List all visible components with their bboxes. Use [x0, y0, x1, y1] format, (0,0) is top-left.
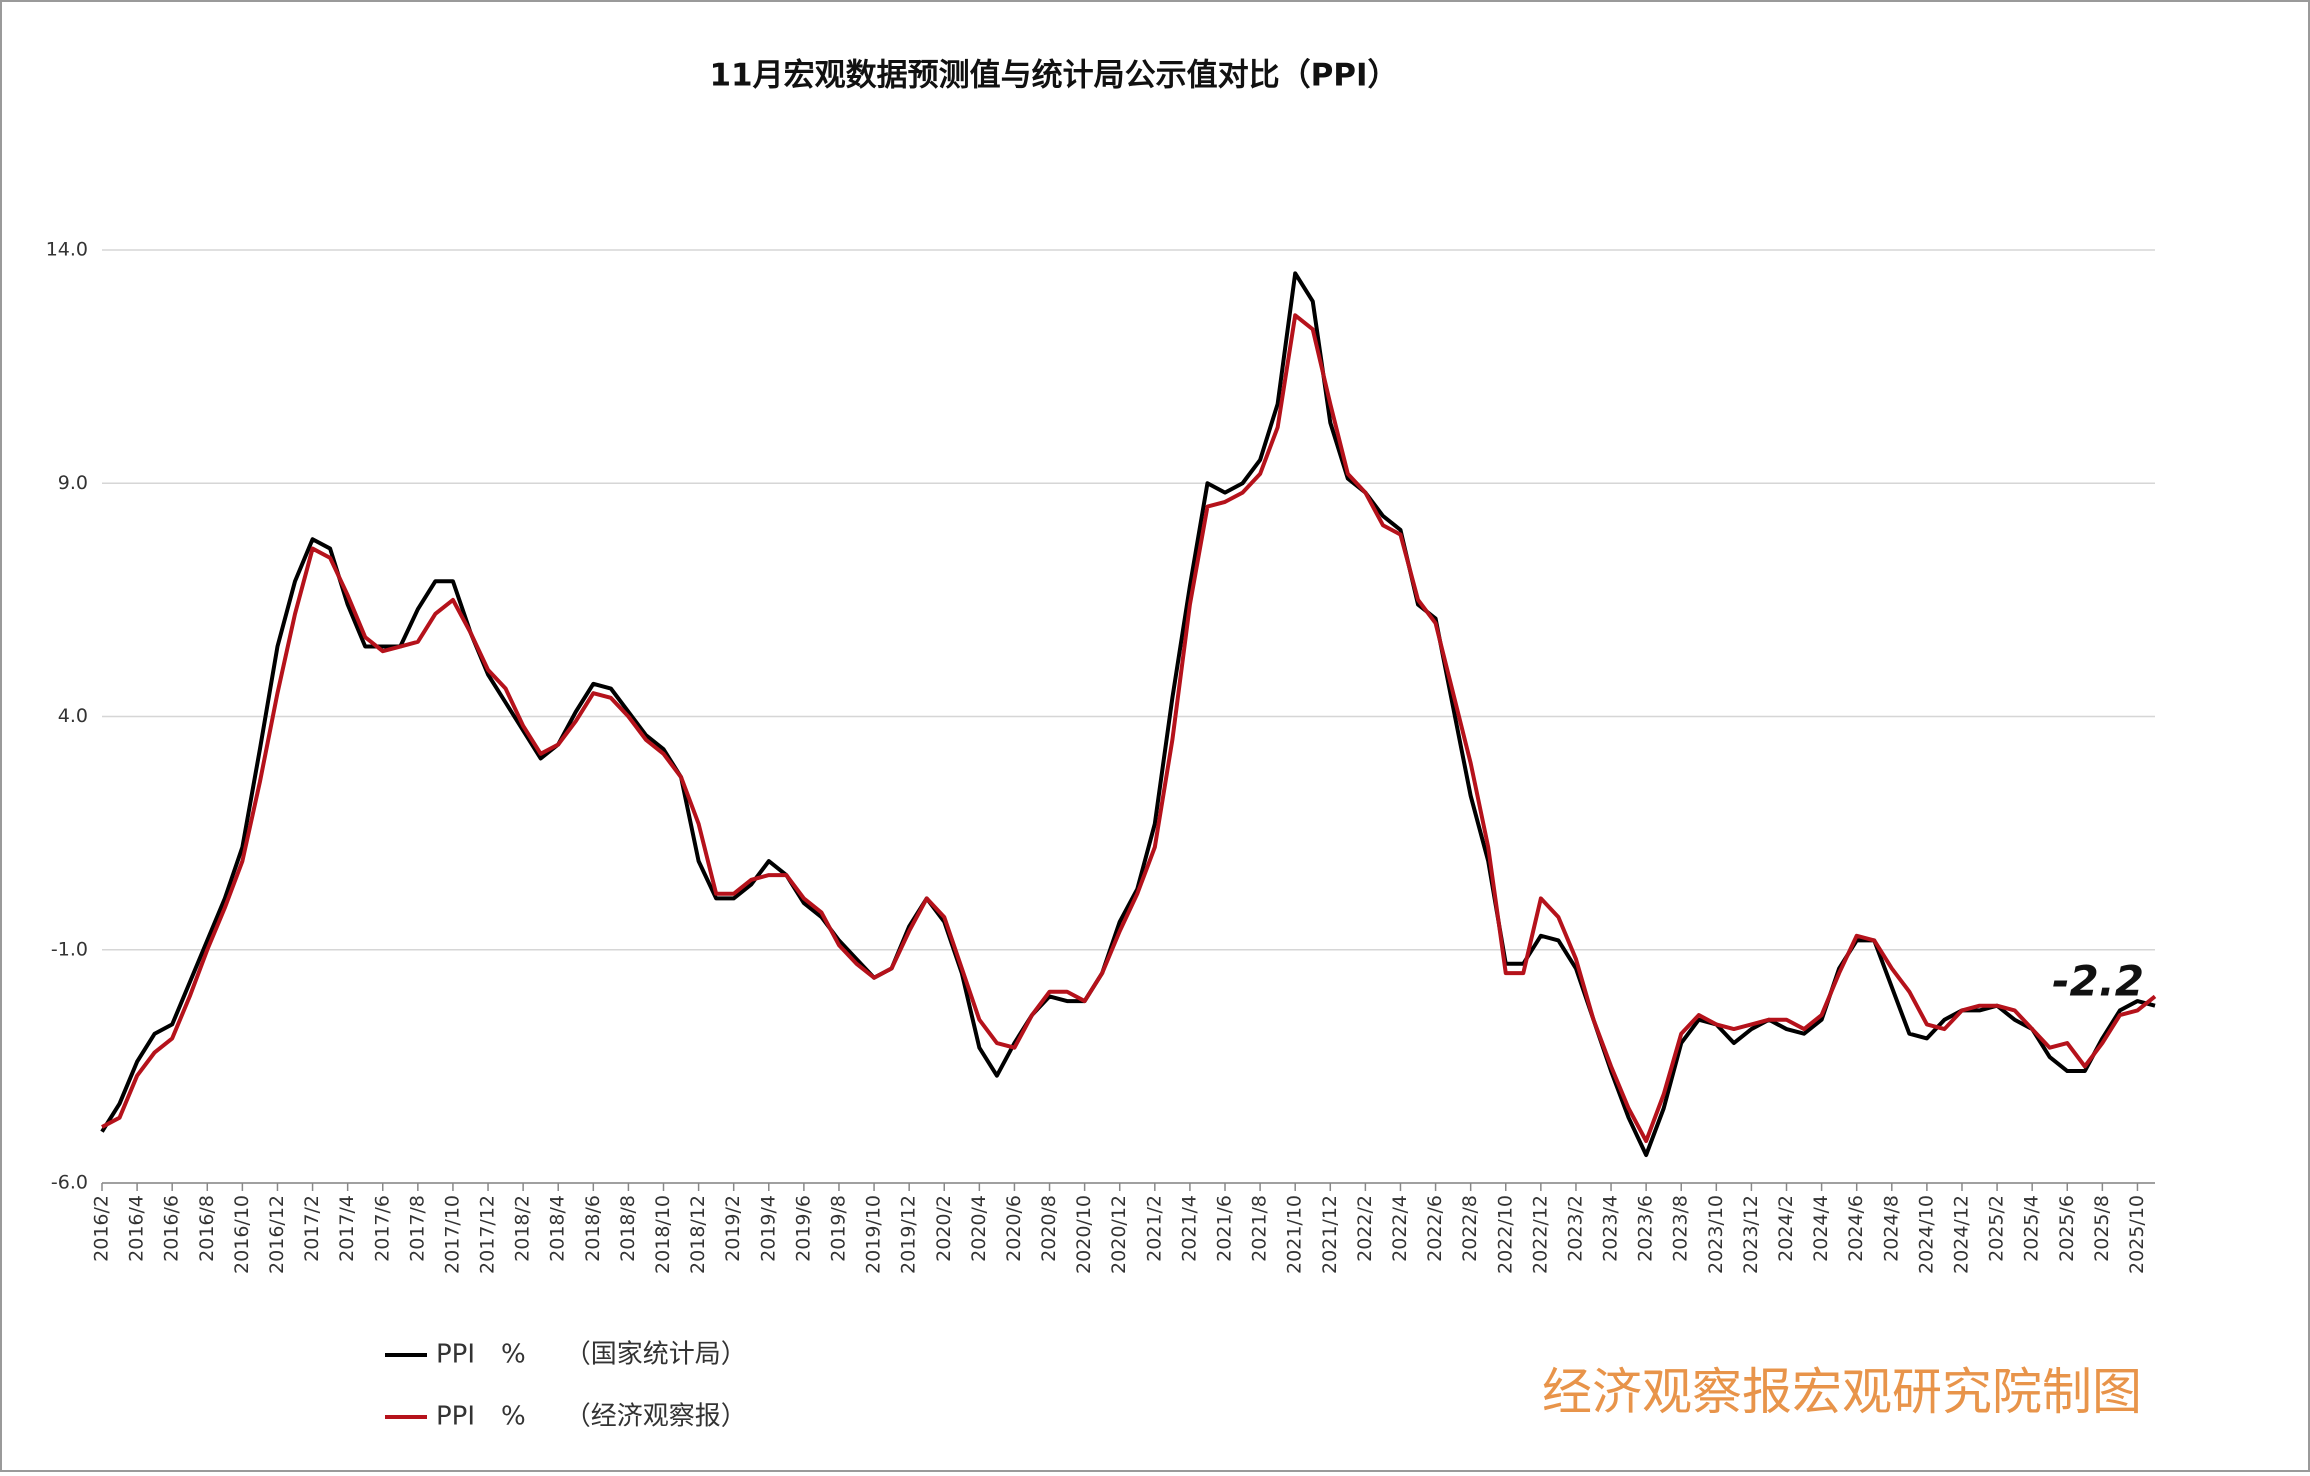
x-tick-label: 2022/10	[1494, 1195, 1516, 1274]
x-tick-label: 2020/8	[1038, 1195, 1060, 1262]
x-tick-label: 2016/6	[161, 1195, 183, 1262]
x-tick-label: 2021/8	[1249, 1195, 1271, 1262]
x-tick-label: 2019/6	[792, 1195, 814, 1262]
x-tick-label: 2018/12	[687, 1195, 709, 1274]
x-tick-label: 2018/6	[582, 1195, 604, 1262]
x-tick-label: 2017/2	[301, 1195, 323, 1262]
watermark: 经济观察报宏观研究院制图	[1542, 1363, 2142, 1421]
x-tick-label: 2025/8	[2091, 1195, 2113, 1262]
x-tick-label: 2023/10	[1705, 1195, 1727, 1274]
x-tick-label: 2016/4	[126, 1195, 148, 1262]
y-tick-label: -1.0	[51, 938, 88, 960]
x-tick-label: 2018/4	[547, 1195, 569, 1262]
x-tick-label: 2024/2	[1775, 1195, 1797, 1262]
x-tick-label: 2021/12	[1319, 1195, 1341, 1274]
x-tick-label: 2019/12	[898, 1195, 920, 1274]
series-line	[101, 313, 2157, 1144]
series-line	[100, 271, 2156, 1158]
x-tick-label: 2025/6	[2056, 1195, 2078, 1262]
legend-label: PPI % （国家统计局）	[436, 1340, 747, 1370]
y-tick-label: 14.0	[46, 239, 88, 261]
y-tick-label: -6.0	[51, 1172, 88, 1194]
x-tick-label: 2025/2	[1986, 1195, 2008, 1262]
x-tick-label: 2021/10	[1284, 1195, 1306, 1274]
x-tick-label: 2019/2	[722, 1195, 744, 1262]
x-tick-label: 2022/2	[1354, 1195, 1376, 1262]
x-tick-label: 2024/8	[1880, 1195, 1902, 1262]
x-tick-label: 2021/4	[1178, 1195, 1200, 1262]
x-tick-label: 2023/2	[1564, 1195, 1586, 1262]
chart-title: 11月宏观数据预测值与统计局公示值对比（PPI）	[709, 58, 1398, 94]
x-tick-label: 2016/8	[196, 1195, 218, 1262]
x-tick-label: 2023/12	[1740, 1195, 1762, 1274]
x-tick-label: 2017/6	[371, 1195, 393, 1262]
x-tick-label: 2019/8	[827, 1195, 849, 1262]
x-tick-label: 2023/4	[1600, 1195, 1622, 1262]
x-tick-label: 2024/10	[1915, 1195, 1937, 1274]
x-tick-label: 2022/8	[1459, 1195, 1481, 1262]
x-tick-label: 2020/6	[1003, 1195, 1025, 1262]
x-tick-label: 2016/10	[231, 1195, 253, 1274]
x-tick-label: 2025/10	[2126, 1195, 2148, 1274]
x-tick-label: 2021/6	[1214, 1195, 1236, 1262]
x-tick-label: 2022/12	[1529, 1195, 1551, 1274]
annotation: -2.2	[2052, 957, 2144, 1006]
x-tick-label: 2017/12	[477, 1195, 499, 1274]
x-tick-label: 2021/2	[1143, 1195, 1165, 1262]
x-tick-label: 2017/4	[336, 1195, 358, 1262]
legend-label: PPI % （经济观察报）	[436, 1402, 747, 1432]
x-tick-label: 2020/10	[1073, 1195, 1095, 1274]
x-tick-label: 2024/6	[1845, 1195, 1867, 1262]
x-tick-label: 2016/12	[266, 1195, 288, 1274]
x-tick-label: 2020/2	[933, 1195, 955, 1262]
x-tick-label: 2018/2	[512, 1195, 534, 1262]
x-tick-label: 2018/10	[652, 1195, 674, 1274]
x-tick-label: 2022/4	[1389, 1195, 1411, 1262]
x-tick-label: 2023/6	[1635, 1195, 1657, 1262]
y-tick-label: 4.0	[58, 705, 88, 727]
y-tick-label: 9.0	[58, 472, 88, 494]
x-tick-label: 2025/4	[2021, 1195, 2043, 1262]
x-tick-label: 2017/8	[406, 1195, 428, 1262]
x-tick-label: 2024/4	[1810, 1195, 1832, 1262]
x-tick-label: 2017/10	[441, 1195, 463, 1274]
x-tick-label: 2019/10	[863, 1195, 885, 1274]
x-tick-label: 2016/2	[91, 1195, 113, 1262]
x-tick-label: 2020/12	[1108, 1195, 1130, 1274]
x-tick-label: 2022/6	[1424, 1195, 1446, 1262]
x-tick-label: 2024/12	[1950, 1195, 1972, 1274]
x-tick-label: 2020/4	[968, 1195, 990, 1262]
x-tick-label: 2023/8	[1670, 1195, 1692, 1262]
x-tick-label: 2019/4	[757, 1195, 779, 1262]
x-tick-label: 2018/8	[617, 1195, 639, 1262]
